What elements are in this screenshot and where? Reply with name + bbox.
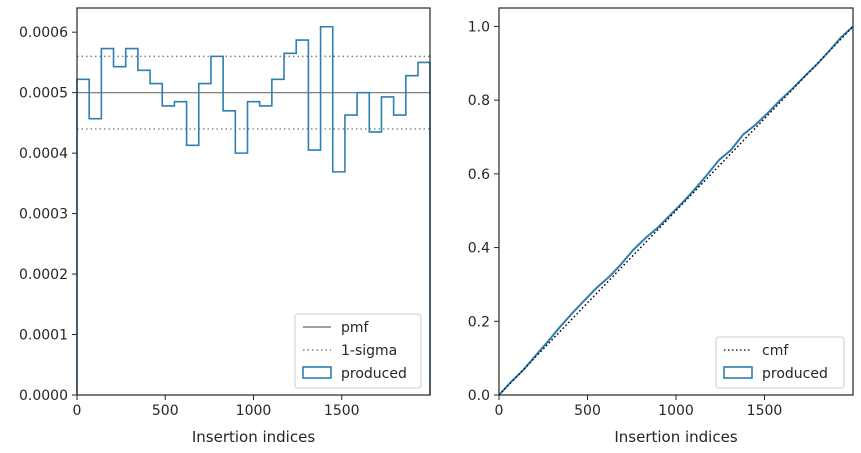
legend-box bbox=[294, 313, 422, 389]
legend-label: cmf bbox=[762, 343, 789, 359]
x-tick-label: 500 bbox=[152, 403, 179, 419]
y-tick-label: 0.0003 bbox=[19, 207, 68, 223]
right-x-axis-label: Insertion indices bbox=[614, 428, 737, 446]
legend-handle bbox=[302, 366, 332, 379]
legend-label: pmf bbox=[341, 320, 370, 336]
legend-label: produced bbox=[341, 366, 407, 382]
legend-handle bbox=[723, 366, 753, 379]
y-tick-label: 1.0 bbox=[468, 19, 490, 35]
y-tick-label: 0.0006 bbox=[19, 25, 68, 41]
right-series-layer bbox=[498, 25, 854, 396]
cmf-line-overlay bbox=[498, 26, 854, 396]
pmf-histogram-panel: 0 500 1000 1500 0.0000 0.0001 0.0002 0.0003 0.00… bbox=[19, 7, 431, 446]
left-x-axis-label: Insertion indices bbox=[192, 428, 315, 446]
y-tick-label: 0.4 bbox=[468, 241, 490, 257]
y-tick-label: 0.0000 bbox=[19, 388, 68, 404]
x-tick-label: 1000 bbox=[658, 403, 694, 419]
y-tick-label: 0.0005 bbox=[19, 86, 68, 102]
legend-label: produced bbox=[762, 366, 828, 382]
right-ticks-layer: 0 500 1000 1500 0.0 0.2 0.4 0.6 0.8 1.0 bbox=[468, 19, 783, 419]
legend-label: 1-sigma bbox=[341, 343, 397, 359]
left-legend: pmf 1-sigma produced bbox=[294, 313, 422, 389]
cmf-panel: 0 500 1000 1500 0.0 0.2 0.4 0.6 0.8 1.0 Insertion… bbox=[468, 7, 854, 446]
x-tick-label: 1500 bbox=[747, 403, 783, 419]
y-tick-label: 0.0002 bbox=[19, 267, 68, 283]
x-tick-label: 1000 bbox=[236, 403, 272, 419]
y-tick-label: 0.0 bbox=[468, 388, 490, 404]
y-tick-label: 0.0004 bbox=[19, 146, 68, 162]
produced-histogram bbox=[76, 25, 431, 395]
produced-line bbox=[498, 25, 854, 396]
y-tick-label: 0.8 bbox=[468, 93, 490, 109]
right-legend: cmf produced bbox=[715, 336, 845, 389]
left-ticks-layer: 0 500 1000 1500 0.0000 0.0001 0.0002 0.0003 0.00… bbox=[19, 25, 360, 419]
x-tick-label: 1500 bbox=[324, 403, 360, 419]
left-series-layer bbox=[76, 25, 431, 395]
x-tick-label: 500 bbox=[574, 403, 601, 419]
x-tick-label: 0 bbox=[73, 403, 82, 419]
y-tick-label: 0.0001 bbox=[19, 328, 68, 344]
y-tick-label: 0.2 bbox=[468, 314, 490, 330]
x-tick-label: 0 bbox=[495, 403, 504, 419]
y-tick-label: 0.6 bbox=[468, 167, 490, 183]
